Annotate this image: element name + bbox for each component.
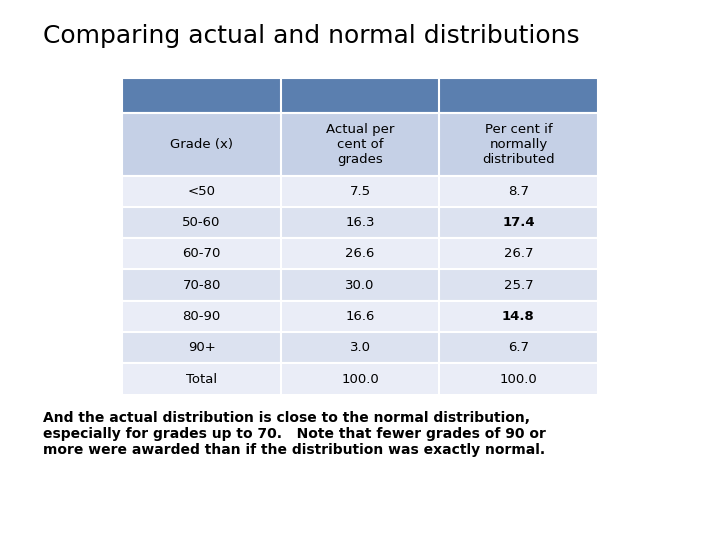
Text: 17.4: 17.4 <box>502 216 535 229</box>
FancyBboxPatch shape <box>122 207 598 238</box>
Text: And the actual distribution is close to the normal distribution,
especially for : And the actual distribution is close to … <box>43 411 546 457</box>
FancyBboxPatch shape <box>122 301 598 332</box>
Text: 16.6: 16.6 <box>346 310 374 323</box>
FancyBboxPatch shape <box>122 238 598 269</box>
Text: Comparing actual and normal distributions: Comparing actual and normal distribution… <box>43 24 580 48</box>
Text: 6.7: 6.7 <box>508 341 529 354</box>
Text: 7.5: 7.5 <box>349 185 371 198</box>
FancyBboxPatch shape <box>122 176 598 207</box>
Text: 90+: 90+ <box>188 341 215 354</box>
FancyBboxPatch shape <box>122 363 598 395</box>
Text: 70-80: 70-80 <box>182 279 221 292</box>
Text: 60-70: 60-70 <box>182 247 221 260</box>
Text: 100.0: 100.0 <box>500 373 537 386</box>
Text: 100.0: 100.0 <box>341 373 379 386</box>
Text: 3.0: 3.0 <box>349 341 371 354</box>
Text: Per cent if
normally
distributed: Per cent if normally distributed <box>482 123 554 166</box>
Text: 26.6: 26.6 <box>346 247 374 260</box>
FancyBboxPatch shape <box>122 332 598 363</box>
Text: 80-90: 80-90 <box>182 310 221 323</box>
FancyBboxPatch shape <box>122 269 598 301</box>
FancyBboxPatch shape <box>122 78 598 113</box>
Text: <50: <50 <box>188 185 215 198</box>
FancyBboxPatch shape <box>122 113 598 176</box>
Text: Grade (x): Grade (x) <box>170 138 233 151</box>
Text: 30.0: 30.0 <box>346 279 374 292</box>
Text: 14.8: 14.8 <box>502 310 535 323</box>
Text: 25.7: 25.7 <box>503 279 534 292</box>
Text: 16.3: 16.3 <box>346 216 374 229</box>
Text: Total: Total <box>186 373 217 386</box>
Text: 8.7: 8.7 <box>508 185 529 198</box>
Text: Actual per
cent of
grades: Actual per cent of grades <box>326 123 394 166</box>
Text: 26.7: 26.7 <box>504 247 533 260</box>
Text: 50-60: 50-60 <box>182 216 221 229</box>
